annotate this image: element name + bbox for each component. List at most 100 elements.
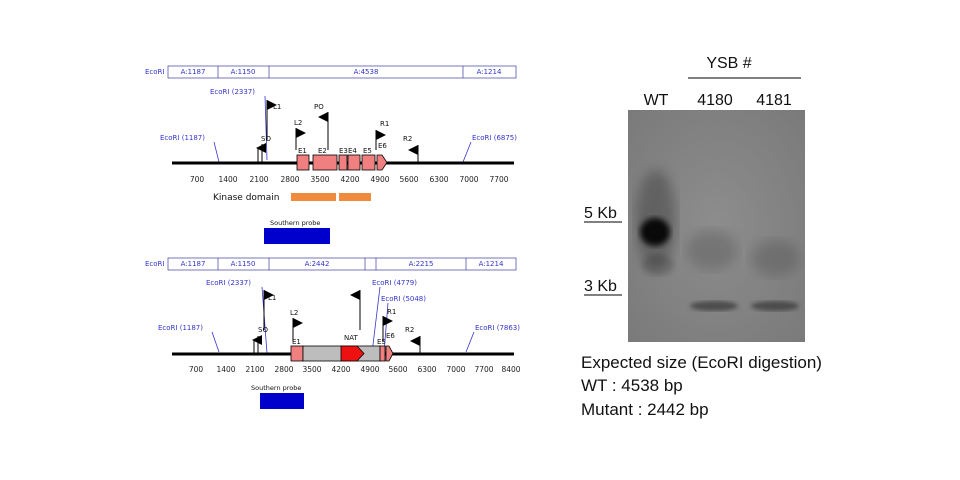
mutant-band xyxy=(690,301,738,311)
fragment-label: A:2215 xyxy=(409,260,434,268)
primer-po: PO xyxy=(314,103,329,150)
ruler-tick: 7000 xyxy=(459,175,478,184)
marker-label: 3 Kb xyxy=(584,278,617,295)
ruler-tick: 1400 xyxy=(218,175,237,184)
ecori-site-label: EcoRI (1187) xyxy=(158,324,203,332)
fragment-label: A:1150 xyxy=(231,68,256,76)
ruler-tick: 4900 xyxy=(360,365,379,374)
primer-l1: L1 xyxy=(266,100,281,140)
marker-label: 5 Kb xyxy=(584,205,617,222)
exon-label: E2 xyxy=(318,147,327,155)
primer-so: SO xyxy=(256,135,271,162)
svg-text:L1: L1 xyxy=(273,103,281,111)
southern-probe-bar xyxy=(260,393,304,409)
southern-probe-label: Southern probe xyxy=(251,384,301,392)
southern-probe-bar xyxy=(264,228,330,244)
kinase-domain-bar xyxy=(291,193,336,201)
ecori-site-label: EcoRI (4779) xyxy=(372,279,417,287)
southern-probe-label: Southern probe xyxy=(270,219,320,227)
svg-text:PO: PO xyxy=(314,103,324,111)
primer-r1: R1 xyxy=(382,308,396,342)
enzyme-label: EcoRI xyxy=(145,260,164,268)
southern-blot: YSB # WT 4180 4181 5 Kb 3 Kb Expected si… xyxy=(581,55,822,419)
ruler-tick: 2100 xyxy=(249,175,268,184)
primer-l1: L1 xyxy=(263,290,276,330)
ruler-tick: 2800 xyxy=(280,175,299,184)
svg-text:L1: L1 xyxy=(268,294,276,302)
exon-label: E5 xyxy=(377,338,386,346)
ecori-site-label: EcoRI (5048) xyxy=(381,295,426,303)
exon-label: E3 xyxy=(339,147,348,155)
ruler-tick: 5600 xyxy=(388,365,407,374)
ruler-tick: 7700 xyxy=(489,175,508,184)
caption-line: WT : 4538 bp xyxy=(581,376,683,395)
ruler-tick: 2100 xyxy=(245,365,264,374)
ecori-site-label: EcoRI (7863) xyxy=(475,324,520,332)
ecori-site-label: EcoRI (2337) xyxy=(206,279,251,287)
nat-label: NAT xyxy=(344,334,358,342)
wt-locus-map: EcoRI A:1187 A:1150 A:4538 A:1214 EcoRI … xyxy=(145,65,517,244)
primer-l2: L2 xyxy=(294,119,306,150)
caption-line: Expected size (EcoRI digestion) xyxy=(581,353,822,372)
primer-r2: R2 xyxy=(403,135,419,162)
exon-label: E1 xyxy=(292,338,301,346)
svg-text:R2: R2 xyxy=(405,326,414,334)
lane-label: 4180 xyxy=(697,92,733,109)
ecori-site-label: EcoRI (2337) xyxy=(210,88,255,96)
primer-l2: L2 xyxy=(290,309,303,342)
kinase-domain-label: Kinase domain xyxy=(213,193,279,203)
exon-label: E5 xyxy=(363,147,372,155)
fragment-label: A:1214 xyxy=(479,260,504,268)
svg-text:L2: L2 xyxy=(294,119,302,127)
svg-text:R1: R1 xyxy=(380,120,389,128)
mutant-locus-map: EcoRI A:1187 A:1150 A:2442 A:2215 A:1214… xyxy=(145,257,521,409)
kinase-domain-bar xyxy=(339,193,371,201)
wt-band xyxy=(640,218,670,246)
ruler: 700 1400 2100 2800 3500 4200 4900 5600 6… xyxy=(190,175,509,184)
ruler-tick: 1400 xyxy=(216,365,235,374)
ecori-site-label: EcoRI (1187) xyxy=(160,134,205,142)
ruler-tick: 4200 xyxy=(340,175,359,184)
exon-label: E6 xyxy=(386,332,395,340)
primer-r1: R1 xyxy=(375,120,389,150)
svg-text:R1: R1 xyxy=(387,308,396,316)
ruler-tick: 8400 xyxy=(501,365,520,374)
exon-set: E1 E2 E3 E4 E5 E6 xyxy=(296,142,388,171)
exon-label: E1 xyxy=(298,147,307,155)
ruler-tick: 3500 xyxy=(302,365,321,374)
ecori-site-label: EcoRI (6875) xyxy=(472,134,517,142)
exon-label: E4 xyxy=(348,147,357,155)
svg-text:SO: SO xyxy=(261,135,271,143)
ruler-tick: 5600 xyxy=(399,175,418,184)
primer-r2: R2 xyxy=(405,326,421,353)
ruler-tick: 7000 xyxy=(446,365,465,374)
ruler-tick: 2800 xyxy=(274,365,293,374)
ruler-tick: 7700 xyxy=(474,365,493,374)
fragment-label: A:1150 xyxy=(231,260,256,268)
svg-text:SO: SO xyxy=(258,326,268,334)
cassette: E1 E5 E6 NAT xyxy=(290,332,395,362)
fragment-label: A:4538 xyxy=(354,68,379,76)
exon-label: E6 xyxy=(378,142,387,150)
ruler-tick: 4200 xyxy=(331,365,350,374)
mutant-band xyxy=(751,301,799,311)
fragment-label: A:2442 xyxy=(305,260,330,268)
fragment-bar xyxy=(167,257,517,271)
ruler-tick: 700 xyxy=(189,365,204,374)
caption-line: Mutant : 2442 bp xyxy=(581,400,709,419)
group-label: YSB # xyxy=(706,55,751,72)
primer-so: SO xyxy=(252,326,268,353)
fragment-bar xyxy=(167,65,517,79)
fragment-label: A:1214 xyxy=(477,68,502,76)
ruler-tick: 4900 xyxy=(370,175,389,184)
ruler: 700 1400 2100 2800 3500 4200 4900 5600 6… xyxy=(189,365,521,374)
ruler-tick: 6300 xyxy=(417,365,436,374)
svg-text:R2: R2 xyxy=(403,135,412,143)
ruler-tick: 3500 xyxy=(310,175,329,184)
fragment-label: A:1187 xyxy=(181,260,206,268)
enzyme-label: EcoRI xyxy=(145,68,164,76)
fragment-label: A:1187 xyxy=(181,68,206,76)
svg-text:L2: L2 xyxy=(290,309,298,317)
ruler-tick: 700 xyxy=(190,175,205,184)
